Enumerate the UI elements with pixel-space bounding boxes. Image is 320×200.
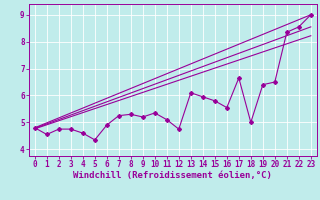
X-axis label: Windchill (Refroidissement éolien,°C): Windchill (Refroidissement éolien,°C) xyxy=(73,171,272,180)
